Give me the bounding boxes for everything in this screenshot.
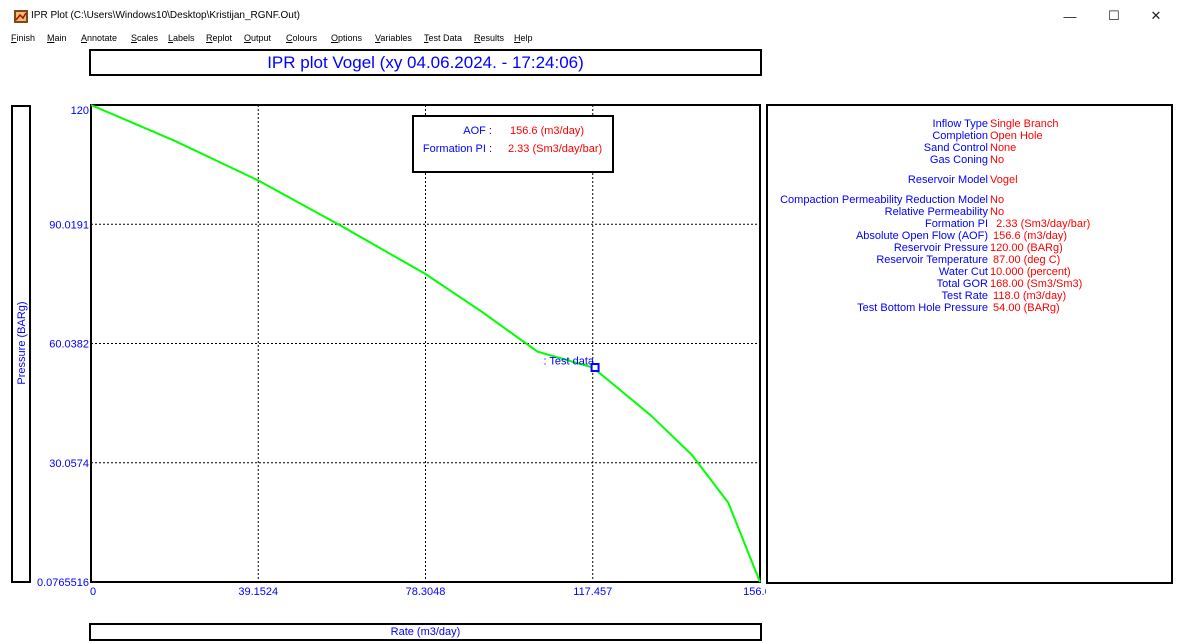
aof-value: 156.6 (m3/day) bbox=[510, 125, 584, 137]
menu-results[interactable]: Results bbox=[474, 33, 505, 43]
close-button[interactable]: ✕ bbox=[1150, 8, 1162, 23]
info-label: Gas Coning bbox=[929, 154, 988, 166]
x-tick-label: 0 bbox=[90, 586, 96, 598]
grid-lines bbox=[91, 105, 760, 582]
minimize-button[interactable]: — bbox=[1063, 8, 1077, 24]
formation-pi-label: Formation PI : bbox=[423, 143, 492, 155]
menu-variables[interactable]: Variables bbox=[375, 33, 412, 43]
x-axis-label: Rate (m3/day) bbox=[390, 626, 461, 638]
x-axis-label-box: Rate (m3/day) bbox=[89, 623, 762, 641]
info-value: 2.33 (Sm3/day/bar) bbox=[990, 218, 1091, 230]
info-label: Completion bbox=[932, 130, 988, 142]
aof-annotation-box: AOF : 156.6 (m3/day) Formation PI : 2.33… bbox=[412, 115, 614, 173]
y-tick-label: 0.0765516 bbox=[37, 577, 89, 589]
info-label: Sand Control bbox=[923, 142, 988, 154]
info-label: Compaction Permeability Reduction Model bbox=[780, 194, 988, 206]
menu-finish[interactable]: Finish bbox=[11, 33, 36, 43]
y-tick-label: 90.0191 bbox=[49, 219, 89, 231]
info-value: 54.00 (BARg) bbox=[990, 302, 1060, 314]
menu-annotate[interactable]: Annotate bbox=[81, 33, 118, 43]
menu-options[interactable]: Options bbox=[331, 33, 363, 43]
info-label: Test Bottom Hole Pressure bbox=[857, 302, 988, 314]
menu-labels[interactable]: Labels bbox=[168, 33, 195, 43]
title-bar: IPR Plot (C:\Users\Windows10\Desktop\Kri… bbox=[0, 0, 1177, 30]
menu-scales[interactable]: Scales bbox=[131, 33, 159, 43]
info-label: Reservoir Pressure bbox=[893, 242, 988, 254]
menu-main[interactable]: Main bbox=[47, 33, 67, 43]
x-tick-labels: 0 39.1524 78.3048 117.457 156.61 bbox=[90, 586, 766, 598]
info-label: Absolute Open Flow (AOF) bbox=[855, 230, 988, 242]
info-label: Formation PI bbox=[925, 218, 988, 230]
info-value: Open Hole bbox=[990, 130, 1043, 142]
test-data-label: : Test data bbox=[544, 356, 595, 368]
menu-output[interactable]: Output bbox=[244, 33, 272, 43]
info-value: None bbox=[990, 142, 1017, 154]
info-value: Single Branch bbox=[990, 118, 1059, 130]
y-tick-label: 60.0382 bbox=[49, 339, 89, 351]
x-tick-label: 117.457 bbox=[573, 586, 612, 598]
info-value: 118.0 (m3/day) bbox=[990, 290, 1067, 302]
x-tick-label: 39.1524 bbox=[238, 586, 278, 598]
ipr-chart: 120 90.0191 60.0382 30.0574 0.0765516 0 39.15… bbox=[37, 104, 766, 598]
window-title: IPR Plot (C:\Users\Windows10\Desktop\Kri… bbox=[31, 10, 300, 21]
y-axis-label-box: Pressure (BARg) bbox=[11, 105, 31, 583]
y-tick-label: 30.0574 bbox=[49, 458, 89, 470]
x-tick-label: 156.61 bbox=[743, 586, 766, 598]
info-label: Water Cut bbox=[938, 266, 988, 278]
info-label: Inflow Type bbox=[932, 118, 988, 130]
plot-title: IPR plot Vogel (xy 04.06.2024. - 17:24:0… bbox=[267, 52, 584, 72]
info-value: 168.00 (Sm3/Sm3) bbox=[990, 278, 1083, 290]
test-data-marker[interactable] bbox=[590, 363, 600, 373]
y-tick-labels: 120 90.0191 60.0382 30.0574 0.0765516 bbox=[37, 105, 89, 589]
app-icon bbox=[14, 10, 28, 23]
plot-title-box: IPR plot Vogel (xy 04.06.2024. - 17:24:0… bbox=[89, 49, 762, 76]
info-value: 120.00 (BARg) bbox=[990, 242, 1063, 254]
info-value: 87.00 (deg C) bbox=[990, 254, 1061, 266]
y-tick-label: 120 bbox=[71, 105, 89, 117]
info-label: Relative Permeability bbox=[884, 206, 988, 218]
info-value: No bbox=[990, 206, 1005, 218]
results-info-panel: Inflow Type Single Branch Completion Open H… bbox=[766, 104, 1173, 584]
menu-help[interactable]: Help bbox=[514, 33, 533, 43]
info-value: 10.000 (percent) bbox=[990, 266, 1071, 278]
info-value: 156.6 (m3/day) bbox=[990, 230, 1068, 242]
info-value: Vogel bbox=[990, 174, 1018, 186]
formation-pi-value: 2.33 (Sm3/day/bar) bbox=[508, 143, 602, 155]
ipr-curve bbox=[90, 104, 761, 583]
menu-colours[interactable]: Colours bbox=[286, 33, 318, 43]
info-label: Test Rate bbox=[941, 290, 988, 302]
menu-test-data[interactable]: Test Data bbox=[424, 33, 463, 43]
info-label: Total GOR bbox=[936, 278, 988, 290]
aof-label: AOF : bbox=[463, 125, 492, 137]
x-tick-label: 78.3048 bbox=[406, 586, 446, 598]
menu-replot[interactable]: Replot bbox=[206, 33, 233, 43]
info-value: No bbox=[990, 194, 1005, 206]
maximize-button[interactable]: ☐ bbox=[1108, 8, 1120, 23]
menu-bar: Finish Main Annotate Scales Labels Replo… bbox=[0, 31, 1177, 47]
info-value: No bbox=[990, 154, 1005, 166]
info-label: Reservoir Model bbox=[907, 174, 988, 186]
info-label: Reservoir Temperature bbox=[876, 254, 988, 266]
